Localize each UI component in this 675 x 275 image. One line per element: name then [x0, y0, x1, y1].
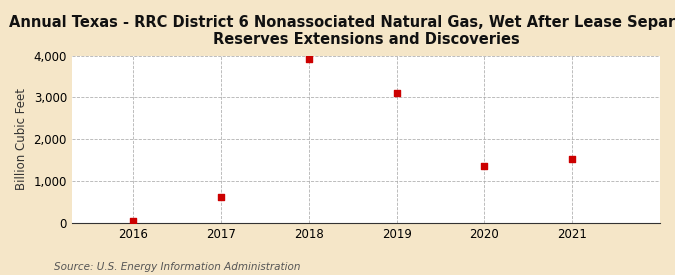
Point [304, 57, 315, 61]
Title: Annual Texas - RRC District 6 Nonassociated Natural Gas, Wet After Lease Separat: Annual Texas - RRC District 6 Nonassocia… [9, 15, 675, 47]
Y-axis label: Billion Cubic Feet: Billion Cubic Feet [15, 88, 28, 190]
Text: Source: U.S. Energy Information Administration: Source: U.S. Energy Information Administ… [54, 262, 300, 272]
Point [567, 157, 578, 161]
Point [215, 195, 226, 199]
Point [128, 219, 138, 223]
Point [479, 164, 490, 168]
Point [392, 91, 402, 95]
